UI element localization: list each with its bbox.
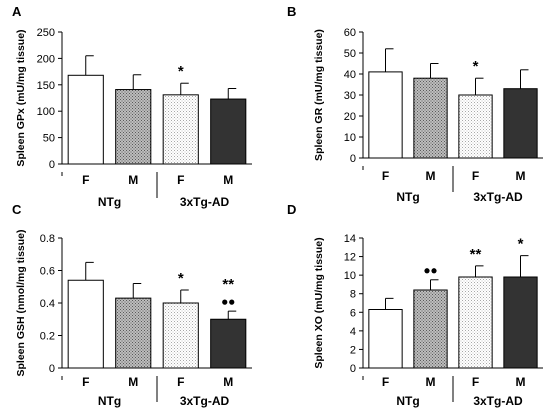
bar [162,94,199,165]
group-label: NTg [98,394,121,408]
y-axis-label: Spleen GR (mU/mg tissue) [313,29,325,161]
y-tick-label: 14 [344,233,356,245]
bar [458,276,493,369]
bar [503,88,538,159]
significance-marker: * [178,63,184,80]
category-label: M [223,173,233,187]
bar [413,289,448,369]
y-tick-label: 4 [350,326,356,338]
bar [368,71,403,159]
bar [503,276,538,369]
category-label: F [382,169,389,183]
category-label: M [223,375,233,389]
category-label: M [426,375,436,389]
y-tick-label: 0.2 [40,331,55,343]
y-tick-label: 10 [344,132,356,144]
panel-letter: A [12,4,22,19]
significance-marker: ** [222,276,234,293]
y-tick-label: 0 [350,153,356,165]
y-axis-label: Spleen GPx (mU/mg tissue) [15,29,27,166]
bar [115,297,152,369]
panel-letter: C [12,202,22,217]
y-tick-label: 12 [344,252,356,264]
y-tick-label: 20 [344,111,356,123]
category-label: F [382,375,389,389]
group-label: 3xTg-AD [180,195,230,209]
y-tick-label: 0 [350,363,356,375]
panel-letter: B [287,4,296,19]
panel-letter: D [287,202,296,217]
y-tick-label: 60 [344,27,356,39]
category-label: F [82,173,89,187]
category-label: M [516,169,526,183]
bar [413,77,448,159]
y-tick-label: 0 [49,159,55,171]
significance-dot [424,268,430,274]
y-axis-label: Spleen XO (mU/mg tissue) [313,237,325,368]
bar [67,279,104,369]
y-tick-label: 200 [37,53,55,65]
significance-dot [229,299,235,305]
category-label: M [516,375,526,389]
category-label: F [472,375,479,389]
group-label: NTg [98,195,121,209]
category-label: F [177,173,184,187]
y-tick-label: 10 [344,270,356,282]
group-label: 3xTg-AD [473,190,523,204]
significance-marker: * [473,58,479,75]
group-label: 3xTg-AD [180,394,230,408]
y-tick-label: 0 [49,363,55,375]
y-tick-label: 2 [350,344,356,356]
y-tick-label: 50 [344,48,356,60]
group-label: 3xTg-AD [473,394,523,408]
y-tick-label: 40 [344,69,356,81]
chart-panel-a: A Spleen GPx (mU/mg tissue) 0 50 100 150 200 25… [12,4,252,209]
chart-panel-b: B Spleen GR (mU/mg tissue) 0 10 20 30 40 50 60 F M… [287,4,543,204]
bar [162,302,199,369]
bar [67,74,104,165]
category-label: M [426,169,436,183]
y-tick-label: 250 [37,27,55,39]
significance-dot [222,299,228,305]
y-tick-label: 0.4 [40,298,55,310]
y-tick-label: 100 [37,106,55,118]
significance-marker: ** [470,246,482,263]
chart-panel-c: C Spleen GSH (nmol/mg tissue) 0 0.2 0.4 0.6 0.… [12,202,252,408]
bar [210,318,247,369]
significance-dot [431,268,437,274]
y-tick-label: 0.6 [40,266,55,278]
y-tick-label: 0.8 [40,233,55,245]
category-label: M [128,173,138,187]
bar [115,89,152,165]
bar [458,94,493,159]
category-label: F [177,375,184,389]
significance-marker: * [178,270,184,287]
category-label: M [128,375,138,389]
bar [210,98,247,165]
y-tick-label: 50 [43,133,55,145]
significance-marker: * [518,236,524,253]
y-tick-label: 30 [344,90,356,102]
bar [368,309,403,369]
category-label: F [472,169,479,183]
group-label: NTg [396,190,419,204]
y-tick-label: 6 [350,307,356,319]
group-label: NTg [396,394,419,408]
y-tick-label: 8 [350,289,356,301]
y-axis-label: Spleen GSH (nmol/mg tissue) [15,229,27,376]
y-tick-label: 150 [37,80,55,92]
category-label: F [82,375,89,389]
